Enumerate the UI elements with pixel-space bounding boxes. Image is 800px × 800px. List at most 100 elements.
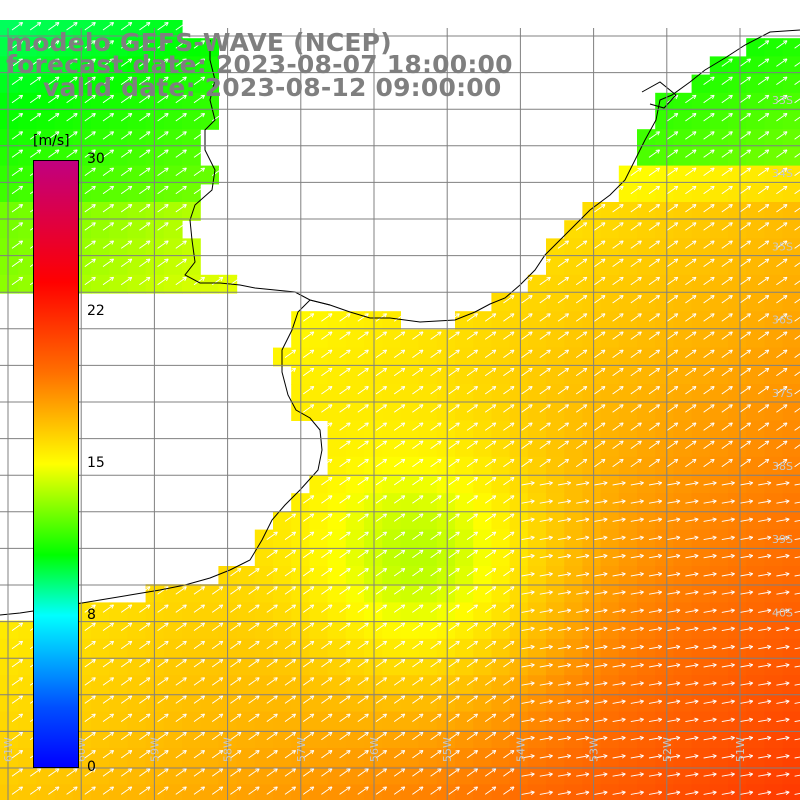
field-cell <box>655 420 674 440</box>
field-cell <box>509 529 529 549</box>
field-cell <box>728 620 747 640</box>
field-cell <box>564 493 583 512</box>
field-cell <box>455 402 474 421</box>
field-cell <box>527 620 547 640</box>
field-cell <box>746 329 765 349</box>
field-cell <box>91 602 110 622</box>
field-cell <box>637 329 656 349</box>
field-cell <box>564 584 583 603</box>
field-cell <box>764 638 784 658</box>
field-cell <box>400 547 420 567</box>
field-cell <box>782 675 800 694</box>
field-cell <box>673 729 693 749</box>
field-cell <box>527 420 547 440</box>
field-cell <box>637 274 656 294</box>
lon-label: 57W <box>295 737 308 762</box>
field-cell <box>455 547 474 567</box>
field-cell <box>746 748 765 767</box>
lat-label: 40S <box>772 606 793 619</box>
field-cell <box>600 311 620 330</box>
field-cell <box>746 493 765 512</box>
field-cell <box>327 329 347 349</box>
field-cell <box>254 729 274 749</box>
field-cell <box>418 347 438 367</box>
field-cell <box>618 638 638 658</box>
field-cell <box>18 92 37 112</box>
field-cell <box>709 511 729 531</box>
field-cell <box>782 766 800 785</box>
field-cell <box>673 675 693 694</box>
field-cell <box>327 657 347 676</box>
field-cell <box>782 638 800 658</box>
valid-date: valid date: 2023-08-12 09:00:00 <box>43 73 502 102</box>
field-cell <box>782 748 800 767</box>
field-cell <box>782 74 800 94</box>
field-cell <box>673 92 693 112</box>
field-cell <box>673 748 693 767</box>
field-cell <box>637 711 656 731</box>
field-cell <box>491 620 511 640</box>
wind-arrow <box>757 113 770 122</box>
field-cell <box>746 711 765 731</box>
field-cell <box>728 729 747 749</box>
field-cell <box>509 693 529 713</box>
field-cell <box>273 529 292 549</box>
field-cell <box>54 56 74 76</box>
field-cell <box>582 475 602 494</box>
field-cell <box>546 347 565 367</box>
field-cell <box>163 202 183 221</box>
wind-arrow <box>175 40 187 49</box>
field-cell <box>91 202 110 221</box>
field-cell <box>673 274 693 294</box>
field-cell <box>200 638 219 658</box>
field-cell <box>127 711 147 731</box>
field-cell <box>345 711 365 731</box>
field-cell <box>709 293 729 312</box>
field-cell <box>72 74 92 94</box>
field-cell <box>127 238 147 258</box>
field-cell <box>200 766 219 785</box>
field-cell <box>728 347 747 367</box>
field-cell <box>127 56 147 76</box>
field-cell <box>509 657 529 676</box>
field-cell <box>127 220 147 239</box>
field-cell <box>491 347 511 367</box>
field-cell <box>109 165 128 185</box>
field-cell <box>691 92 711 112</box>
field-cell <box>764 183 784 203</box>
field-cell <box>546 402 565 421</box>
field-cell <box>145 256 165 276</box>
field-cell <box>564 638 583 658</box>
field-cell <box>364 584 383 603</box>
field-cell <box>418 693 438 713</box>
field-cell <box>546 729 565 749</box>
field-cell <box>691 438 711 458</box>
field-cell <box>418 766 438 785</box>
field-cell <box>254 675 274 694</box>
field-cell <box>236 766 256 785</box>
field-cell <box>236 784 256 800</box>
field-cell <box>673 129 693 148</box>
field-cell <box>436 547 456 567</box>
field-cell <box>673 620 693 640</box>
field-cell <box>418 365 438 385</box>
field-cell <box>145 638 165 658</box>
lon-label: 58W <box>222 737 235 762</box>
field-cell <box>254 748 274 767</box>
field-cell <box>163 38 183 57</box>
field-cell <box>109 693 128 713</box>
field-cell <box>564 293 583 312</box>
field-cell <box>145 238 165 258</box>
field-cell <box>655 274 674 294</box>
field-cell <box>91 675 110 694</box>
field-cell <box>254 584 274 603</box>
field-cell <box>345 511 365 531</box>
field-cell <box>91 711 110 731</box>
lon-label: 61W <box>2 737 15 762</box>
field-cell <box>182 183 201 203</box>
field-cell <box>109 620 128 640</box>
field-cell <box>564 329 583 349</box>
field-cell <box>327 475 347 494</box>
field-cell <box>163 56 183 76</box>
field-cell <box>491 511 511 531</box>
